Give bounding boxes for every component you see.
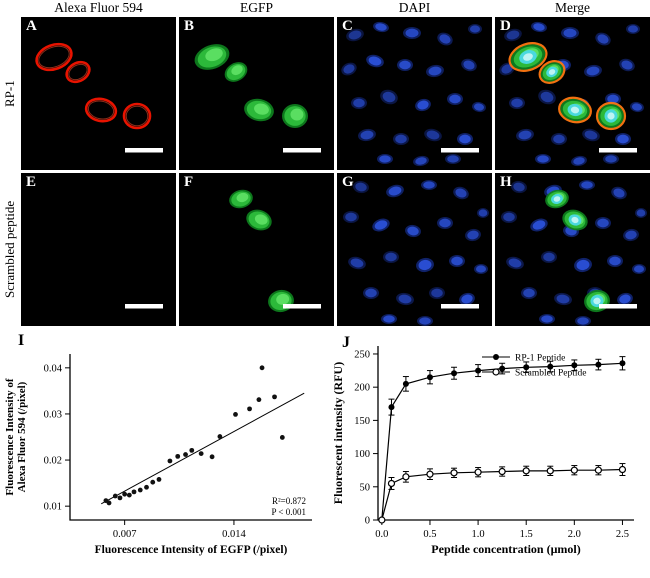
svg-text:250: 250 <box>354 349 370 360</box>
panel-letter-e: E <box>26 174 37 190</box>
svg-text:Fluorescent intensity (RFU): Fluorescent intensity (RFU) <box>331 362 345 504</box>
svg-text:1.5: 1.5 <box>520 529 533 540</box>
svg-text:Scrambled Peptide: Scrambled Peptide <box>515 369 587 379</box>
column-header-merge: Merge <box>555 0 590 15</box>
svg-text:0.007: 0.007 <box>113 529 137 540</box>
svg-text:0.01: 0.01 <box>44 502 62 513</box>
chart-letter-i: I <box>18 332 25 349</box>
svg-text:2.5: 2.5 <box>616 529 629 540</box>
scale-bar <box>125 148 163 153</box>
scale-bar <box>283 304 321 309</box>
svg-text:P < 0.001: P < 0.001 <box>272 507 307 517</box>
panel-h: H <box>495 173 650 326</box>
column-header-dapi: DAPI <box>398 0 431 15</box>
panel-e-image-alexa-scrambled <box>125 304 163 309</box>
scale-bar <box>441 304 479 309</box>
svg-text:200: 200 <box>354 383 370 394</box>
line-plot-peptide-concentration: 0.0 0.5 1.0 1.5 2.0 2.5 0 50 100 150 200 250 RP-1 Pe… <box>331 346 634 556</box>
panel-h-image-merge-scrambled <box>501 180 647 326</box>
svg-text:RP-1 Peptide: RP-1 Peptide <box>515 354 565 364</box>
svg-text:Fluorescence Intensity of EGFP: Fluorescence Intensity of EGFP (/pixel) <box>95 544 288 556</box>
svg-text:R²=0.872: R²=0.872 <box>272 496 306 506</box>
svg-text:150: 150 <box>354 416 370 427</box>
column-header-egfp: EGFP <box>239 0 273 15</box>
row-label-rp1: RP-1 <box>2 80 17 107</box>
panel-e: E <box>21 173 176 326</box>
chart-j-container: J 0.0 0.5 1.0 1.5 2.0 2.5 0 50 100 150 200 250 RP-1 … <box>328 328 650 578</box>
panel-f: F <box>179 173 334 326</box>
scale-bar <box>599 304 637 309</box>
panel-b: B <box>179 17 334 170</box>
panel-letter-a: A <box>26 18 37 34</box>
panel-d-image-merge-rp1 <box>499 21 644 167</box>
svg-text:2.0: 2.0 <box>568 529 581 540</box>
panel-a-image-alexa-rp1 <box>35 42 163 153</box>
svg-text:0.04: 0.04 <box>44 363 63 374</box>
panel-d: D <box>495 17 650 170</box>
panel-g-image-dapi-scrambled <box>343 180 489 326</box>
scale-bar <box>599 148 637 153</box>
panel-letter-f: F <box>184 174 194 190</box>
row-label-scrambled-peptide: Scrambled peptide <box>2 200 17 299</box>
svg-text:Peptide concentration (μmol): Peptide concentration (μmol) <box>431 542 580 556</box>
panel-f-image-egfp-scrambled <box>229 189 321 313</box>
panel-a: A <box>21 17 176 170</box>
panel-letter-g: G <box>342 174 354 190</box>
svg-text:0.014: 0.014 <box>222 529 246 540</box>
scale-bar <box>283 148 321 153</box>
scale-bar <box>125 304 163 309</box>
panel-letter-b: B <box>184 18 195 34</box>
svg-text:0.02: 0.02 <box>44 456 62 467</box>
svg-text:Fluorescence Intensity of: Fluorescence Intensity of <box>4 378 16 495</box>
chart-i-container: I 0.007 0.014 0.01 0.02 0.03 0.04 R²=0.872 P < … <box>0 328 325 578</box>
chart-letter-j: J <box>342 334 350 351</box>
panel-letter-c: C <box>342 18 353 34</box>
scale-bar <box>441 148 479 153</box>
panel-letter-h: H <box>500 174 512 190</box>
panel-b-image-egfp-rp1 <box>194 44 321 153</box>
svg-text:100: 100 <box>354 449 370 460</box>
svg-text:0.5: 0.5 <box>423 529 436 540</box>
svg-text:50: 50 <box>360 482 371 493</box>
panel-c: C <box>337 17 492 170</box>
svg-text:1.0: 1.0 <box>472 529 485 540</box>
svg-text:0.0: 0.0 <box>375 529 388 540</box>
panel-g: G <box>337 173 492 326</box>
column-header-alexa-fluor-594: Alexa Fluor 594 <box>54 0 143 15</box>
panel-c-image-dapi-rp1 <box>341 21 486 167</box>
svg-text:Alexa Fluor 594 (/pixel): Alexa Fluor 594 (/pixel) <box>16 381 28 492</box>
svg-text:0: 0 <box>365 516 370 527</box>
panel-letter-d: D <box>500 18 511 34</box>
svg-text:0.03: 0.03 <box>44 409 62 420</box>
